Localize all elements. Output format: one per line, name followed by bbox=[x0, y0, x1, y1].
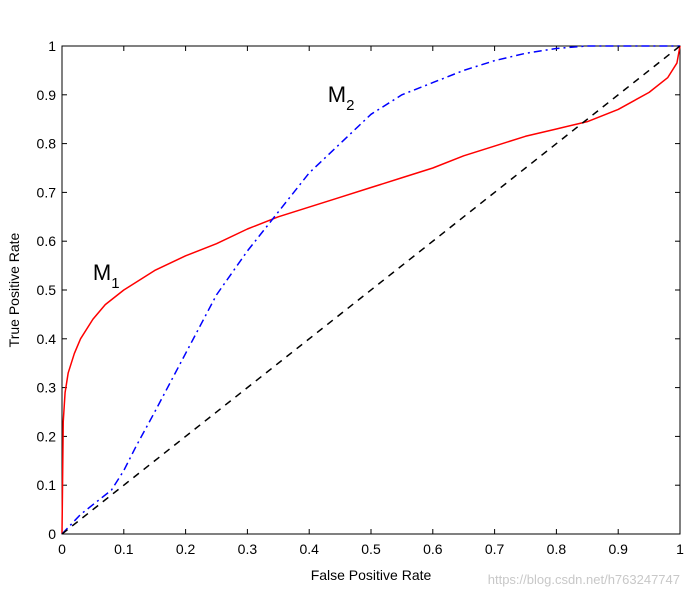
curve-annotation-m2: M2 bbox=[328, 82, 355, 114]
x-tick-label: 0.9 bbox=[608, 541, 628, 557]
y-tick-label: 1 bbox=[48, 38, 56, 54]
y-tick-label: 0.2 bbox=[37, 428, 57, 444]
y-tick-label: 0.6 bbox=[37, 233, 57, 249]
y-tick-label: 0.3 bbox=[37, 380, 57, 396]
x-axis-label: False Positive Rate bbox=[311, 567, 432, 583]
y-axis-label: True Positive Rate bbox=[6, 232, 22, 347]
x-tick-label: 0.3 bbox=[238, 541, 258, 557]
y-tick-label: 0.9 bbox=[37, 87, 57, 103]
x-tick-label: 0.6 bbox=[423, 541, 443, 557]
x-tick-label: 1 bbox=[676, 541, 684, 557]
watermark-text: https://blog.csdn.net/h763247747 bbox=[488, 572, 680, 587]
chance-diagonal-line bbox=[61, 45, 681, 535]
x-tick-label: 0 bbox=[58, 541, 66, 557]
series-m2-line bbox=[61, 45, 680, 535]
y-tick-label: 0.1 bbox=[37, 477, 57, 493]
y-tick-label: 0.8 bbox=[37, 136, 57, 152]
x-tick-label: 0.8 bbox=[547, 541, 567, 557]
x-tick-label: 0.7 bbox=[485, 541, 505, 557]
x-tick-label: 0.4 bbox=[299, 541, 319, 557]
x-tick-label: 0.5 bbox=[361, 541, 381, 557]
x-tick-label: 0.2 bbox=[176, 541, 196, 557]
y-tick-label: 0 bbox=[48, 526, 56, 542]
y-tick-label: 0.5 bbox=[37, 282, 57, 298]
y-tick-label: 0.7 bbox=[37, 184, 57, 200]
series-m1-line bbox=[61, 45, 681, 535]
curve-annotation-m1: M1 bbox=[93, 260, 120, 292]
x-tick-label: 0.1 bbox=[114, 541, 134, 557]
y-tick-label: 0.4 bbox=[37, 331, 57, 347]
